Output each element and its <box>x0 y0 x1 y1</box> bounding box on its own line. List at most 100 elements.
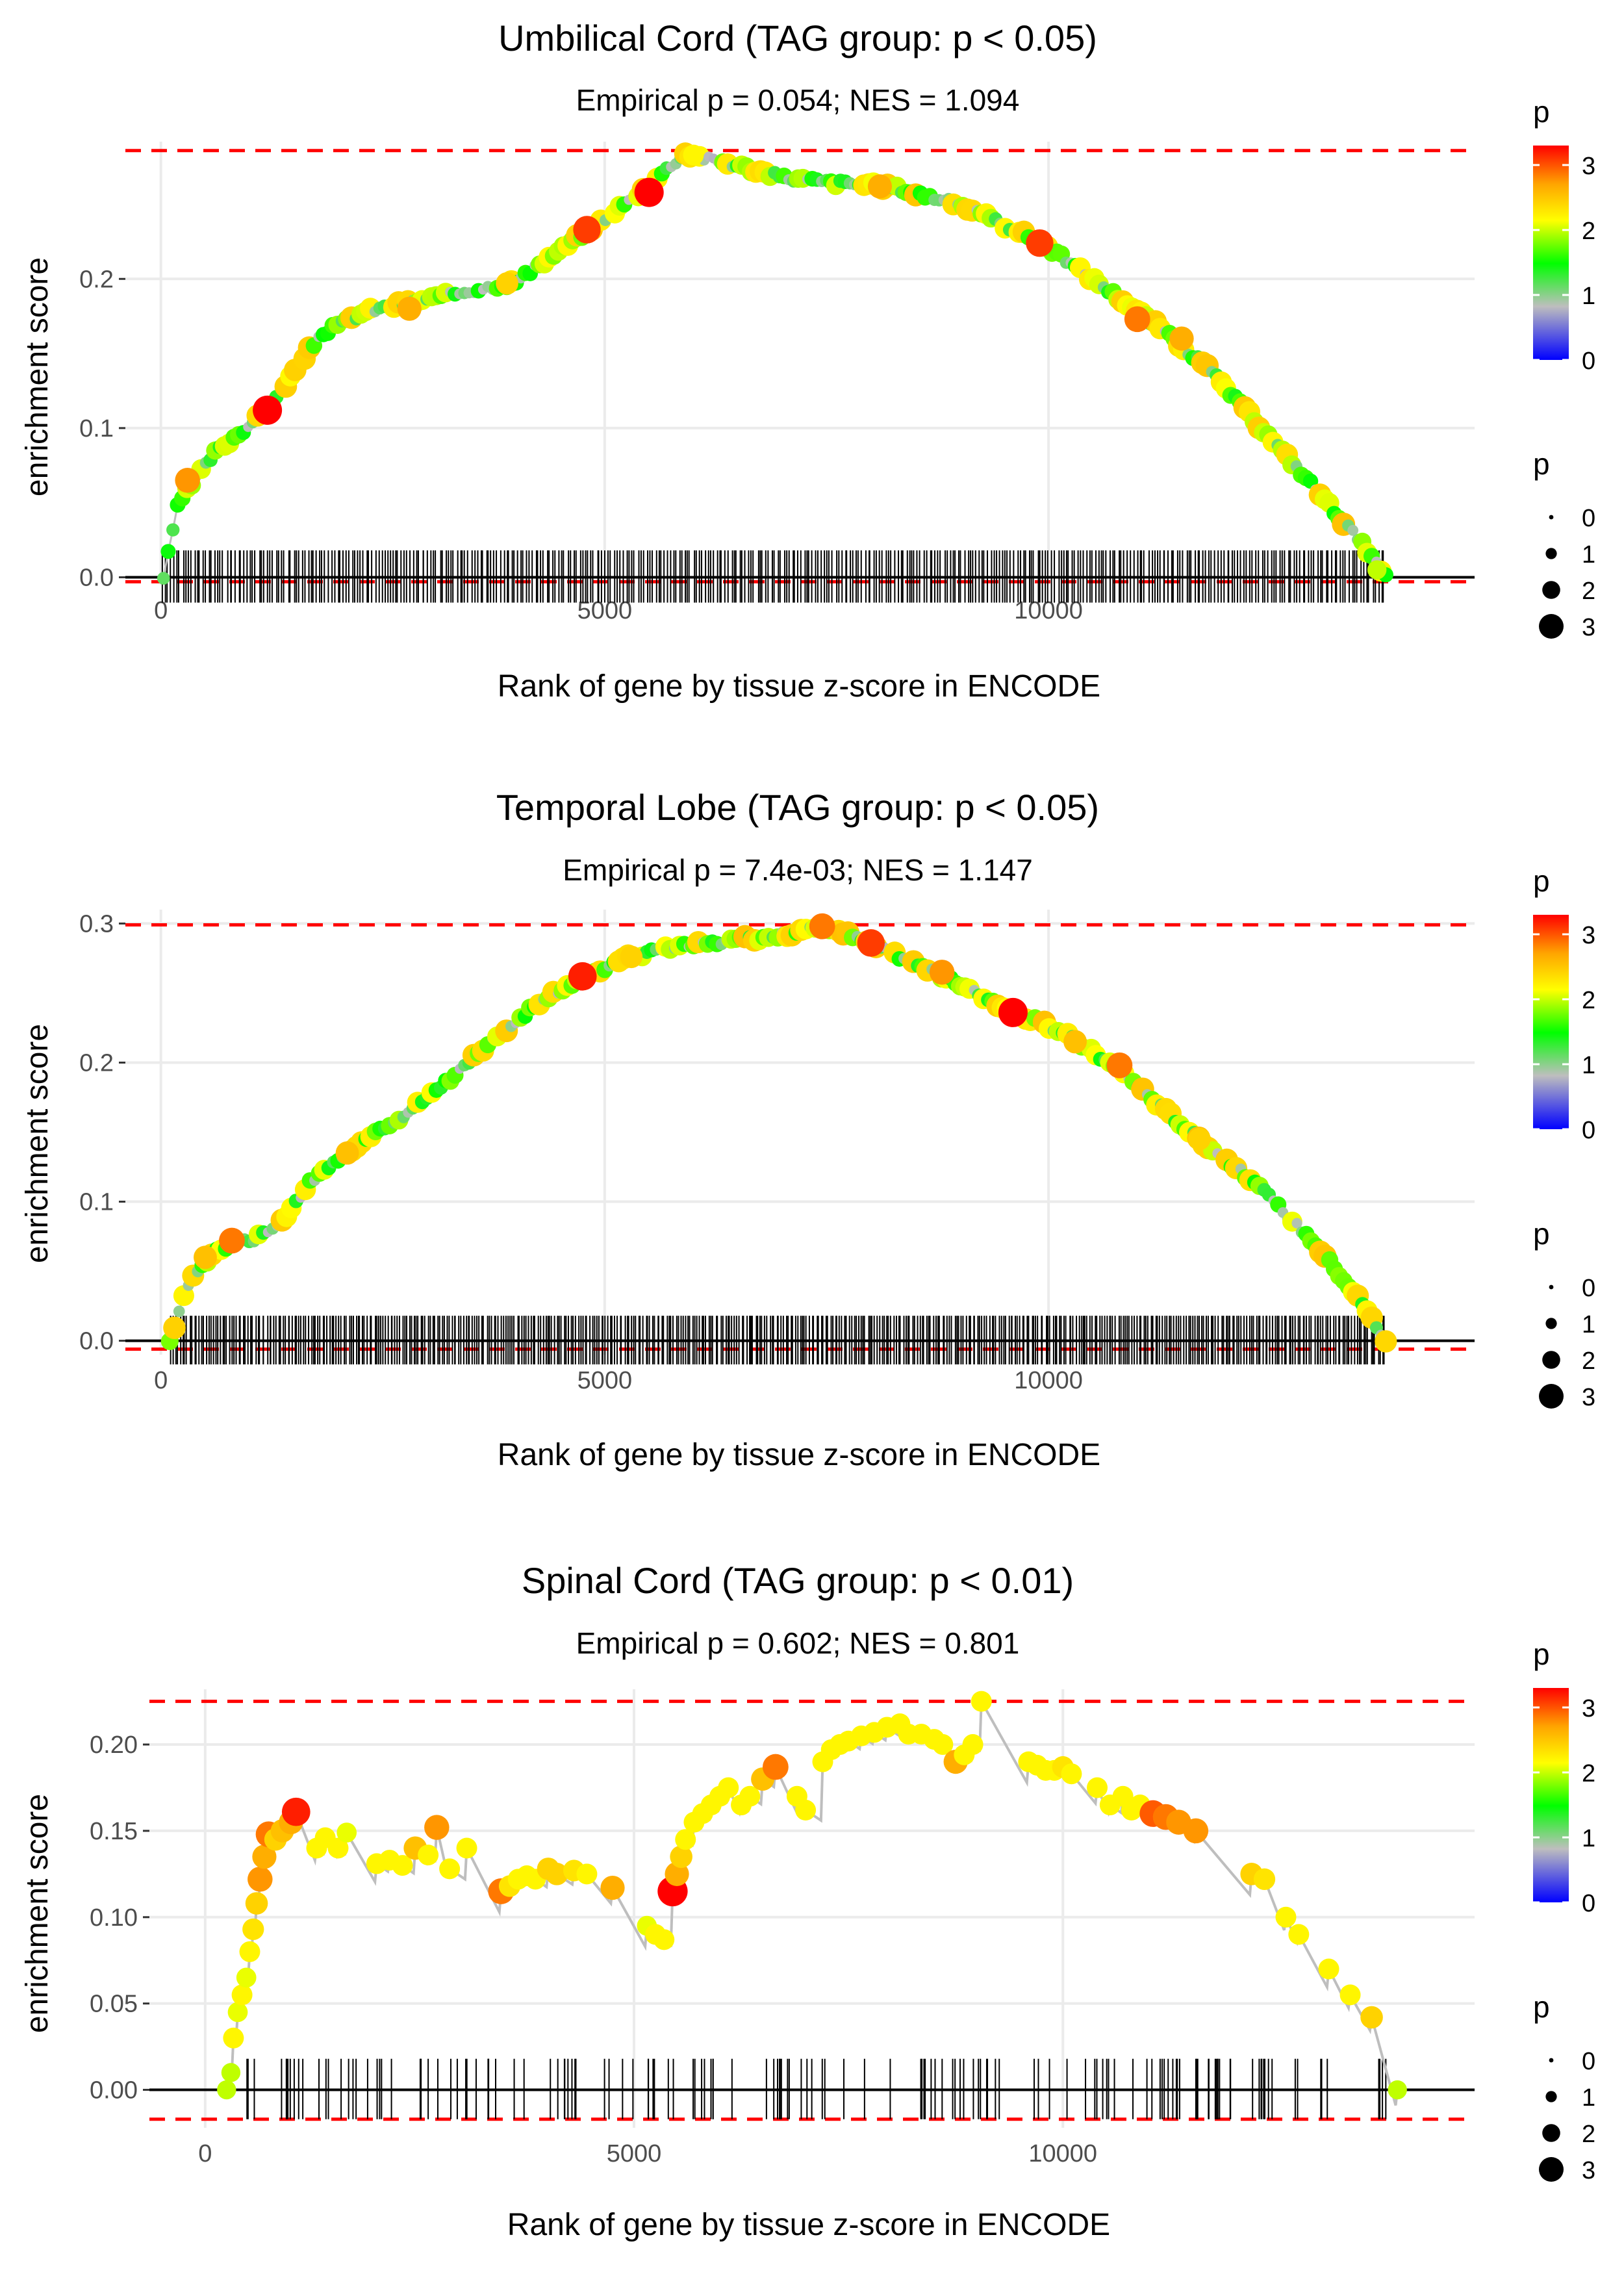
es-point <box>236 1967 257 1988</box>
es-point <box>281 1797 311 1826</box>
color-tick-label: 1 <box>1582 1052 1595 1079</box>
size-legend-title: p <box>1533 447 1550 481</box>
x-tick-label: 0 <box>154 1367 168 1394</box>
y-tick-label: 0.1 <box>79 1189 114 1216</box>
size-key-label: 2 <box>1582 1348 1595 1375</box>
panel-temporal-lobe: Temporal Lobe (TAG group: p < 0.05) Empi… <box>20 787 1595 1472</box>
color-tick-label: 2 <box>1582 218 1595 245</box>
color-tick-label: 2 <box>1582 1760 1595 1787</box>
es-point <box>1063 1030 1087 1054</box>
color-tick-label: 3 <box>1582 1695 1595 1722</box>
es-point <box>1367 560 1387 580</box>
es-point <box>545 1863 568 1885</box>
es-point <box>1375 1330 1397 1353</box>
size-key-label: 1 <box>1582 2084 1595 2112</box>
chart-subtitle: Empirical p = 7.4e-03; NES = 1.147 <box>563 853 1033 887</box>
es-point <box>1026 229 1054 257</box>
x-tick-label: 0 <box>154 597 168 624</box>
es-points <box>217 1691 1407 2100</box>
es-point <box>962 1734 983 1756</box>
es-point <box>1124 306 1150 333</box>
es-point <box>392 1855 413 1876</box>
size-key-label: 0 <box>1582 2048 1595 2075</box>
x-tick-label: 5000 <box>577 1367 633 1394</box>
es-point <box>253 395 283 425</box>
es-point <box>1318 1958 1339 1980</box>
es-point <box>795 1800 817 1821</box>
size-keys: 0 1 2 3 <box>1539 505 1595 641</box>
y-axis-title: enrichment score <box>20 1024 55 1263</box>
plot-area: 0 5000 10000 0.0 0.1 0.2 0.3 <box>79 910 1475 1394</box>
es-point <box>1360 2006 1383 2029</box>
size-key-dot <box>1539 2157 1564 2182</box>
color-scale-bar <box>1533 146 1569 360</box>
chart-title: Temporal Lobe (TAG group: p < 0.05) <box>496 787 1099 828</box>
color-legend-title: p <box>1533 95 1550 129</box>
es-point <box>439 1858 461 1880</box>
es-point <box>223 2027 244 2049</box>
size-key-label: 2 <box>1582 578 1595 605</box>
size-key-label: 3 <box>1582 2157 1595 2184</box>
chart-title: Umbilical Cord (TAG group: p < 0.05) <box>498 18 1097 58</box>
es-point <box>718 1777 739 1798</box>
es-point <box>221 2063 241 2082</box>
color-tick-label: 1 <box>1582 283 1595 310</box>
y-tick-label: 0.3 <box>79 910 114 938</box>
es-point <box>665 1861 689 1886</box>
es-point <box>163 1316 186 1340</box>
size-legend: p 0 1 2 3 <box>1533 447 1595 641</box>
es-point <box>227 2002 248 2023</box>
es-point <box>1275 1906 1297 1928</box>
color-legend: p 0 1 2 3 <box>1533 864 1595 1144</box>
es-point <box>998 997 1028 1027</box>
panel-umbilical-cord: Umbilical Cord (TAG group: p < 0.05) Emp… <box>20 18 1595 704</box>
size-key-dot <box>1545 1318 1557 1329</box>
es-point <box>653 1929 675 1950</box>
es-point <box>456 1837 477 1859</box>
color-tick-label: 0 <box>1582 1117 1595 1144</box>
es-point <box>245 1892 268 1915</box>
color-tick-label: 0 <box>1582 348 1595 375</box>
es-point <box>670 1845 692 1869</box>
es-point <box>634 177 664 207</box>
es-point <box>173 1305 185 1318</box>
size-key-dot <box>1539 614 1564 639</box>
size-legend-title: p <box>1533 1217 1550 1251</box>
color-legend: p 0 1 2 3 <box>1533 1637 1595 1917</box>
es-point <box>1188 1127 1211 1151</box>
color-tick-label: 3 <box>1582 153 1595 180</box>
es-point <box>573 216 601 244</box>
x-axis-title: Rank of gene by tissue z-score in ENCODE <box>498 1438 1100 1472</box>
size-key-dot <box>1542 1351 1560 1369</box>
es-point <box>1061 1763 1082 1785</box>
color-tick-label: 0 <box>1582 1890 1595 1917</box>
y-tick-label: 0.00 <box>90 2077 138 2104</box>
color-ticks: 0 1 2 3 <box>1533 1695 1595 1917</box>
y-tick-label: 0.1 <box>79 415 114 442</box>
es-point <box>971 1691 992 1712</box>
size-key-dot <box>1542 581 1560 599</box>
es-point <box>175 468 200 493</box>
x-axis-title: Rank of gene by tissue z-score in ENCODE <box>498 669 1100 704</box>
es-point <box>809 913 835 939</box>
chart-subtitle: Empirical p = 0.054; NES = 1.094 <box>576 83 1020 117</box>
es-point <box>247 1867 273 1892</box>
size-key-label: 3 <box>1582 1384 1595 1411</box>
color-tick-label: 2 <box>1582 987 1595 1014</box>
es-point <box>335 1141 359 1165</box>
es-point <box>1288 1924 1310 1945</box>
es-point <box>929 960 955 985</box>
es-point <box>1291 1218 1302 1229</box>
color-scale-bar <box>1533 1688 1569 1902</box>
panel-spinal-cord: Spinal Cord (TAG group: p < 0.01) Empiri… <box>20 1560 1595 2242</box>
size-key-dot <box>1549 515 1554 520</box>
chart-subtitle: Empirical p = 0.602; NES = 0.801 <box>576 1626 1020 1660</box>
size-key-dot <box>1542 2124 1560 2142</box>
es-point <box>231 1984 253 2006</box>
y-tick-label: 0.05 <box>90 1991 138 2018</box>
es-point <box>1087 1777 1108 1798</box>
es-point <box>739 1785 761 1807</box>
y-tick-label: 0.10 <box>90 1904 138 1932</box>
y-tick-label: 0.15 <box>90 1818 138 1845</box>
